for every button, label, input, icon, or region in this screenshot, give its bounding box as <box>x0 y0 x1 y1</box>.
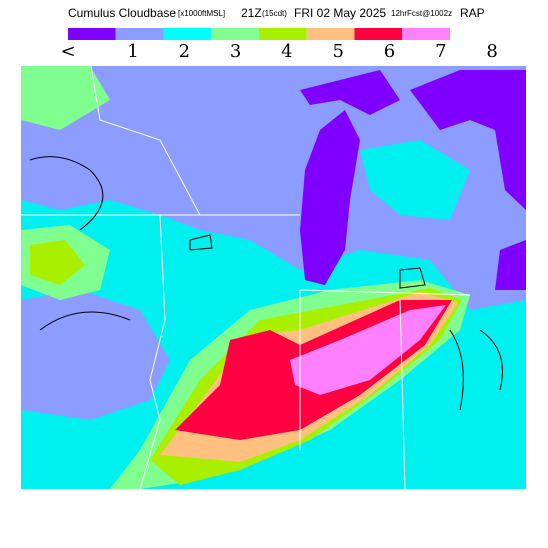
units: [x1000ftMSL] <box>178 9 225 18</box>
legend-swatch <box>68 28 116 40</box>
legend-label: 6 <box>384 41 395 62</box>
lake-superior <box>300 70 400 115</box>
legend-swatch <box>259 28 307 40</box>
legend-label: 3 <box>230 41 241 62</box>
forecast: 12hrFcst@1002z <box>391 9 452 18</box>
color-legend: <1 2 3 4 5 6 7 8 <box>60 28 498 62</box>
local-time: (15cdt) <box>262 9 287 18</box>
low-cloudbase-region <box>21 290 170 420</box>
legend-label: 8 <box>486 41 497 62</box>
legend-swatch <box>354 28 403 40</box>
contours <box>29 156 503 411</box>
legend-label: 7 <box>435 41 446 62</box>
yellow-green-region <box>30 240 85 285</box>
title: Cumulus Cloudbase <box>68 6 176 20</box>
legend-swatch <box>115 28 164 40</box>
legend-swatch <box>402 28 450 40</box>
legend-label: 1 <box>127 41 138 62</box>
valid-time: 21Z <box>241 6 262 20</box>
lake-huron <box>410 70 526 210</box>
model: RAP <box>460 6 485 20</box>
lake-erie <box>495 240 526 290</box>
legend-swatch <box>306 28 355 40</box>
lake-michigan <box>300 110 360 285</box>
date: FRI 02 May 2025 <box>294 6 386 20</box>
legend-label: 2 <box>179 41 190 62</box>
legend-label: 5 <box>332 41 343 62</box>
legend-swatch <box>163 28 212 40</box>
legend-label: < <box>60 41 75 62</box>
legend-label: 4 <box>281 41 292 62</box>
state-borders <box>21 66 471 489</box>
green-region <box>21 66 110 130</box>
cyan-region <box>360 140 470 220</box>
map <box>21 66 526 489</box>
low-cloudbase-region <box>21 66 526 310</box>
legend-swatch <box>211 28 259 40</box>
pink-region <box>290 305 446 395</box>
